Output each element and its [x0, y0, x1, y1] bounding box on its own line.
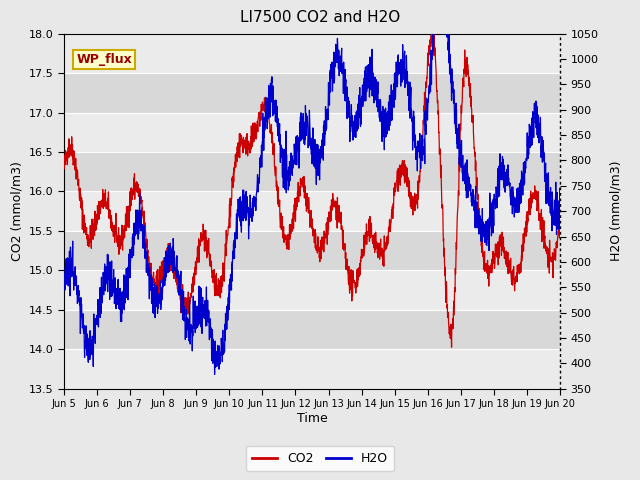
Y-axis label: CO2 (mmol/m3): CO2 (mmol/m3)	[10, 161, 23, 261]
Y-axis label: H2O (mmol/m3): H2O (mmol/m3)	[609, 161, 623, 262]
Legend: CO2, H2O: CO2, H2O	[246, 446, 394, 471]
Bar	[64, 270, 560, 310]
Bar	[64, 112, 560, 152]
Text: WP_flux: WP_flux	[76, 53, 132, 66]
Bar	[64, 73, 560, 112]
Bar	[64, 349, 560, 389]
Bar	[64, 310, 560, 349]
Bar	[64, 192, 560, 231]
Bar	[64, 152, 560, 192]
X-axis label: Time: Time	[296, 412, 328, 425]
Bar	[64, 34, 560, 73]
Bar	[64, 231, 560, 270]
Text: LI7500 CO2 and H2O: LI7500 CO2 and H2O	[240, 10, 400, 24]
